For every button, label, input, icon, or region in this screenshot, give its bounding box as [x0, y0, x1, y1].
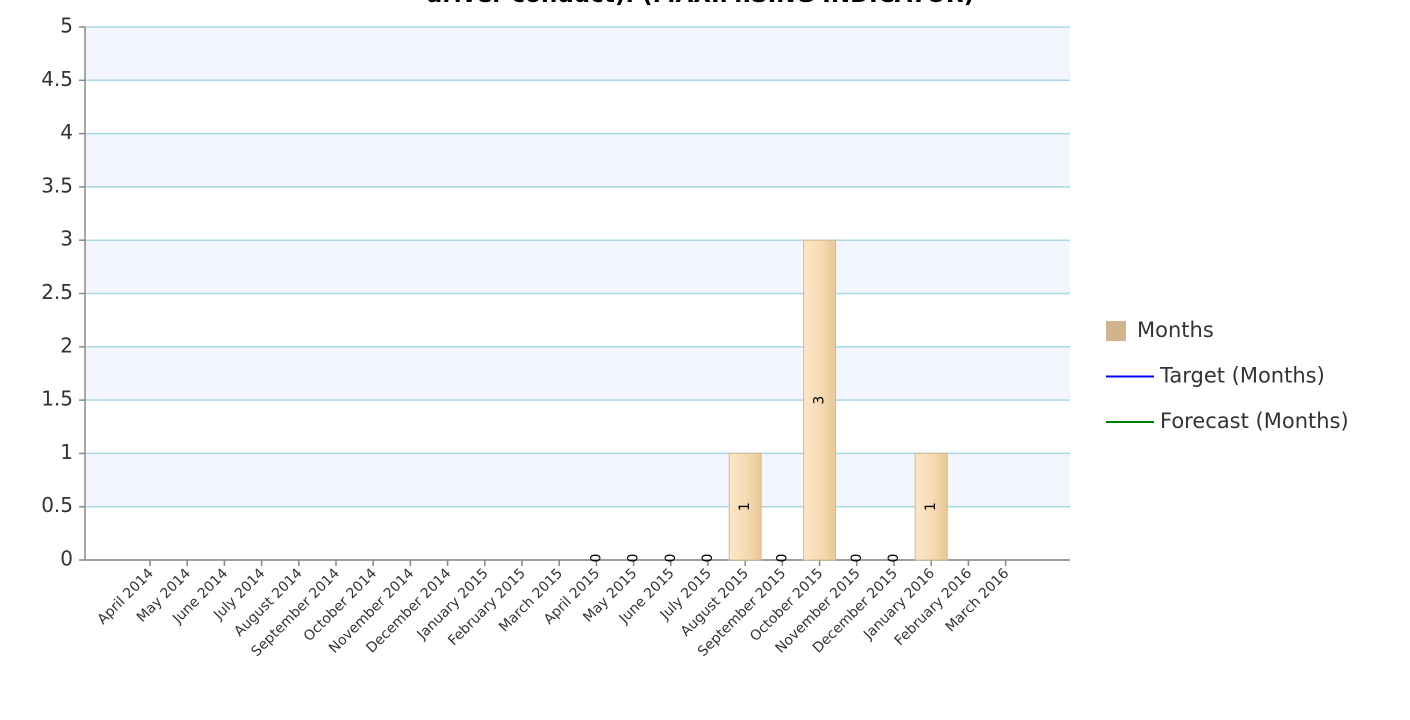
y-tick-label: 5 — [60, 14, 73, 38]
y-tick-label: 2 — [60, 333, 73, 357]
plot-band — [85, 80, 1070, 134]
data-label: 0 — [886, 554, 902, 563]
bar — [914, 452, 948, 561]
y-tick-label: 0 — [60, 547, 73, 571]
data-label: 3 — [812, 396, 828, 405]
legend-label: Forecast (Months) — [1160, 409, 1349, 433]
data-label: 0 — [849, 554, 865, 563]
y-tick-label: 0.5 — [41, 493, 73, 517]
data-label: 0 — [774, 554, 790, 563]
plot-band — [85, 346, 1070, 401]
plot-band — [85, 453, 1070, 507]
legend-swatch — [1106, 321, 1126, 341]
y-tick-label: 4.5 — [41, 67, 73, 91]
plot-band — [85, 240, 1070, 294]
data-label: 1 — [737, 502, 753, 511]
data-label: 0 — [588, 554, 604, 563]
y-tick-label: 4 — [60, 120, 73, 144]
chart-title: driver conduct). (MAXIMISING INDICATOR) — [426, 0, 974, 8]
bar — [803, 239, 837, 561]
data-label: 1 — [923, 502, 939, 511]
plot-band — [85, 133, 1070, 187]
data-label: 0 — [663, 554, 679, 563]
plot-band — [85, 293, 1070, 347]
plot-band — [85, 400, 1070, 454]
y-tick-label: 1 — [60, 440, 73, 464]
plot-band — [85, 27, 1070, 81]
bar — [728, 452, 762, 561]
y-tick-label: 2.5 — [41, 280, 73, 304]
y-tick-label: 1.5 — [41, 387, 73, 411]
legend-label: Target (Months) — [1159, 364, 1325, 388]
y-tick-label: 3.5 — [41, 173, 73, 197]
plot-band — [85, 506, 1070, 560]
legend-label: Months — [1137, 318, 1214, 342]
y-tick-label: 3 — [60, 227, 73, 251]
data-label: 0 — [700, 554, 716, 563]
plot-band — [85, 186, 1070, 241]
data-label: 0 — [626, 554, 642, 563]
